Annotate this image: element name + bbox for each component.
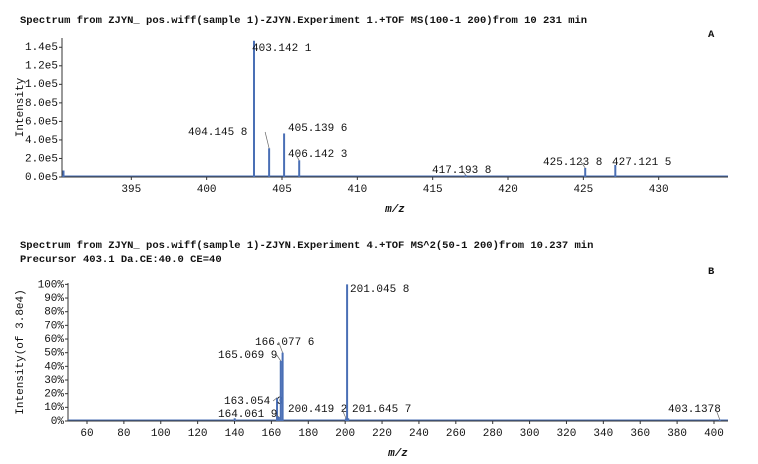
- y-tick-label: 90%: [44, 293, 64, 305]
- y-tick-label: 40%: [44, 361, 64, 373]
- x-tick-label: 420: [498, 184, 518, 196]
- x-tick-label: 360: [630, 428, 650, 440]
- chart-title: Spectrum from ZJYN_ pos.wiff(sample 1)-Z…: [20, 15, 587, 27]
- x-tick-label: 140: [225, 428, 245, 440]
- y-tick-label: 0%: [51, 416, 65, 428]
- x-tick-label: 320: [557, 428, 577, 440]
- x-tick-label: 300: [520, 428, 540, 440]
- peak-label: 403.1378: [668, 404, 721, 416]
- peak-label: 201.645 7: [352, 404, 411, 416]
- peak-label: 201.045 8: [350, 284, 409, 296]
- x-axis-label: m/z: [384, 204, 405, 216]
- y-tick-label: 1.4e5: [25, 42, 58, 54]
- y-tick-label: 50%: [44, 348, 64, 360]
- panel-letter: B: [708, 266, 715, 278]
- x-tick-label: 160: [261, 428, 281, 440]
- y-tick-label: 4.0e5: [25, 135, 58, 147]
- x-tick-label: 260: [446, 428, 466, 440]
- x-tick-label: 240: [409, 428, 429, 440]
- x-tick-label: 380: [667, 428, 687, 440]
- peak-label: 166.077 6: [255, 337, 314, 349]
- y-tick-label: 1.0e5: [25, 79, 58, 91]
- leader: [580, 161, 586, 169]
- x-tick-label: 60: [80, 428, 93, 440]
- y-tick-label: 100%: [38, 279, 65, 291]
- x-tick-label: 395: [121, 184, 141, 196]
- y-tick-label: 10%: [44, 402, 64, 414]
- peak-label: 165.069 9: [218, 350, 277, 362]
- x-tick-label: 280: [483, 428, 503, 440]
- leader: [276, 354, 282, 362]
- chart-title: Spectrum from ZJYN_ pos.wiff(sample 1)-Z…: [20, 240, 593, 252]
- y-tick-label: 6.0e5: [25, 116, 58, 128]
- peak-label: 417.193 8: [432, 165, 491, 177]
- y-axis-label: Intensity(of 3.8e4): [15, 289, 27, 414]
- x-tick-label: 400: [197, 184, 217, 196]
- y-tick-label: 8.0e5: [25, 98, 58, 110]
- peak-label: 200.419 2: [288, 404, 347, 416]
- x-tick-label: 400: [704, 428, 724, 440]
- peak-label: 427.121 5: [612, 157, 671, 169]
- x-tick-label: 120: [188, 428, 208, 440]
- x-tick-label: 80: [117, 428, 130, 440]
- x-tick-label: 430: [649, 184, 669, 196]
- x-tick-label: 220: [372, 428, 392, 440]
- x-axis-label: m/z: [387, 448, 408, 460]
- y-tick-label: 1.2e5: [25, 61, 58, 73]
- x-tick-label: 425: [573, 184, 593, 196]
- y-tick-label: 60%: [44, 334, 64, 346]
- x-tick-label: 340: [593, 428, 613, 440]
- chart-subtitle: Precursor 403.1 Da.CE:40.0 CE=40: [20, 254, 222, 266]
- x-tick-label: 415: [423, 184, 443, 196]
- x-tick-label: 100: [151, 428, 171, 440]
- y-axis-label: Intensity: [15, 77, 27, 137]
- panel-letter: A: [708, 29, 715, 41]
- x-tick-label: 405: [272, 184, 292, 196]
- peak-label: 164.061 9: [218, 409, 277, 421]
- y-tick-label: 80%: [44, 307, 64, 319]
- peak-label: 425.123 8: [543, 157, 602, 169]
- leader: [341, 408, 347, 419]
- y-tick-label: 70%: [44, 320, 64, 332]
- leader: [278, 341, 283, 353]
- peak-label: 405.139 6: [288, 123, 347, 135]
- leader: [294, 153, 300, 161]
- leader: [274, 413, 280, 418]
- peak-label: 404.145 8: [188, 127, 247, 139]
- y-tick-label: 20%: [44, 389, 64, 401]
- y-tick-label: 2.0e5: [25, 153, 58, 165]
- peak-label: 163.054 3: [224, 396, 283, 408]
- x-tick-label: 410: [347, 184, 367, 196]
- leader: [461, 169, 467, 176]
- y-tick-label: 0.0e5: [25, 172, 58, 184]
- peak-label: 406.142 3: [288, 149, 347, 161]
- leader: [264, 131, 270, 149]
- x-tick-label: 200: [335, 428, 355, 440]
- x-tick-label: 180: [298, 428, 318, 440]
- peak-label: 403.142 1: [252, 43, 312, 55]
- leader: [715, 408, 721, 420]
- leader: [272, 397, 278, 402]
- y-tick-label: 30%: [44, 375, 64, 387]
